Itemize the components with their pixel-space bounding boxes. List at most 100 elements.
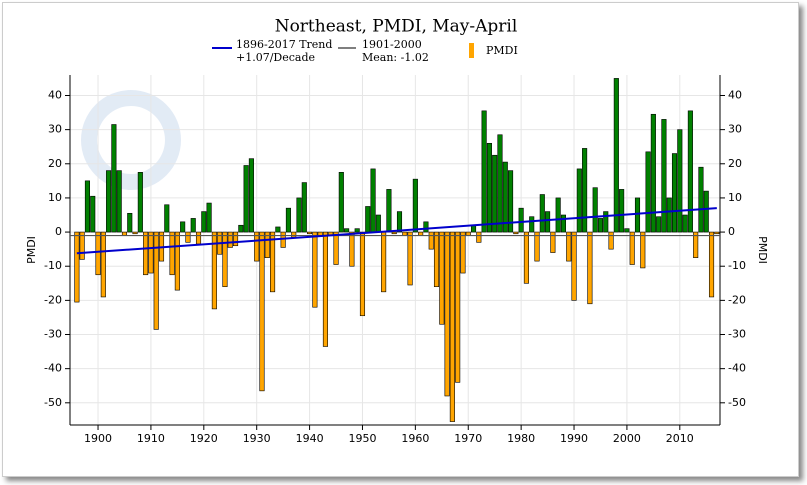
bar xyxy=(143,231,149,276)
trend-line xyxy=(76,207,717,255)
bar xyxy=(338,172,344,233)
y2-tick-label: -40 xyxy=(728,362,746,375)
bar xyxy=(645,151,651,233)
x-tick-label: 1920 xyxy=(190,432,218,445)
x-tick-label: 1960 xyxy=(401,432,429,445)
bar xyxy=(359,231,366,317)
bar xyxy=(687,110,693,233)
x-tick-label: 1950 xyxy=(348,432,376,445)
bar xyxy=(211,231,217,310)
bar xyxy=(148,231,154,274)
bar xyxy=(95,231,101,276)
y-tick-label: 20 xyxy=(48,157,62,170)
bar xyxy=(592,187,598,233)
bar xyxy=(476,231,482,243)
y-axis-label: PMDI xyxy=(25,236,38,264)
legend-mean-label: 1901-2000 xyxy=(362,38,422,51)
bar xyxy=(497,134,503,233)
bar xyxy=(433,231,440,288)
bar xyxy=(412,178,418,233)
y2-tick-label: -50 xyxy=(728,396,746,409)
y-tick-label: -20 xyxy=(44,293,62,306)
y2-tick-label: -20 xyxy=(728,293,746,306)
x-tick-label: 1910 xyxy=(137,432,165,445)
bar xyxy=(529,216,535,233)
bar xyxy=(481,110,487,233)
bar xyxy=(248,158,254,233)
x-tick-label: 1900 xyxy=(84,432,112,445)
y2-tick-label: 40 xyxy=(728,88,742,101)
logo xyxy=(81,90,181,190)
bar xyxy=(185,231,191,243)
y-tick-label: -10 xyxy=(44,259,62,272)
bar xyxy=(386,189,392,233)
bar xyxy=(396,211,403,233)
bar xyxy=(100,231,106,298)
y2-tick-label: -30 xyxy=(728,328,746,341)
bar xyxy=(629,231,635,265)
bar xyxy=(608,231,614,250)
x-tick-label: 1980 xyxy=(507,432,535,445)
legend-bar-label: PMDI xyxy=(486,44,518,57)
y2-tick-label: 30 xyxy=(728,123,742,136)
bar xyxy=(693,231,699,258)
bar xyxy=(640,231,646,269)
chart-frame xyxy=(2,2,799,477)
bar xyxy=(365,206,371,233)
bar xyxy=(259,231,265,392)
bar xyxy=(534,231,540,262)
legend-mean-value: Mean: -1.02 xyxy=(362,51,429,64)
x-tick-label: 1940 xyxy=(296,432,324,445)
bar xyxy=(254,231,260,262)
bar xyxy=(698,166,704,233)
y-tick-label: 30 xyxy=(48,123,62,136)
x-tick-label: 2000 xyxy=(613,432,641,445)
bar xyxy=(656,216,662,233)
y-tick-label: 40 xyxy=(48,88,62,101)
bar xyxy=(545,211,551,233)
bar xyxy=(576,168,582,233)
bar xyxy=(344,228,350,233)
bar xyxy=(714,231,720,235)
bar xyxy=(634,197,641,233)
bar xyxy=(539,194,545,233)
legend-trend-note: +1.07/Decade xyxy=(236,51,315,64)
bar xyxy=(127,212,133,233)
y-tick-label: -50 xyxy=(44,396,62,409)
bar xyxy=(206,202,212,233)
bar xyxy=(560,214,566,233)
bar xyxy=(174,231,180,291)
bar xyxy=(312,231,318,308)
bar xyxy=(195,231,202,245)
bar xyxy=(201,211,207,233)
bar xyxy=(106,170,112,233)
bar xyxy=(375,214,381,233)
bar xyxy=(291,231,297,238)
bar xyxy=(243,165,249,233)
bar xyxy=(296,197,302,233)
bar xyxy=(275,226,281,233)
bar xyxy=(550,231,556,253)
bar xyxy=(222,231,228,288)
bar xyxy=(407,231,413,286)
bar xyxy=(619,189,625,233)
bar xyxy=(232,231,239,247)
bar xyxy=(227,231,233,248)
y-tick-label: -30 xyxy=(44,328,62,341)
bar xyxy=(661,119,667,233)
bar xyxy=(624,228,630,233)
bar xyxy=(190,218,196,233)
x-tick-label: 1970 xyxy=(454,432,482,445)
bar xyxy=(79,231,85,260)
bar xyxy=(381,231,387,293)
bar xyxy=(571,231,577,301)
bar xyxy=(566,231,572,262)
chart-title: Northeast, PMDI, May-April xyxy=(275,17,518,37)
y2-tick-label: 0 xyxy=(728,225,735,238)
bar xyxy=(428,231,434,250)
bar xyxy=(587,231,593,305)
bar xyxy=(322,231,328,347)
bar xyxy=(492,154,498,233)
